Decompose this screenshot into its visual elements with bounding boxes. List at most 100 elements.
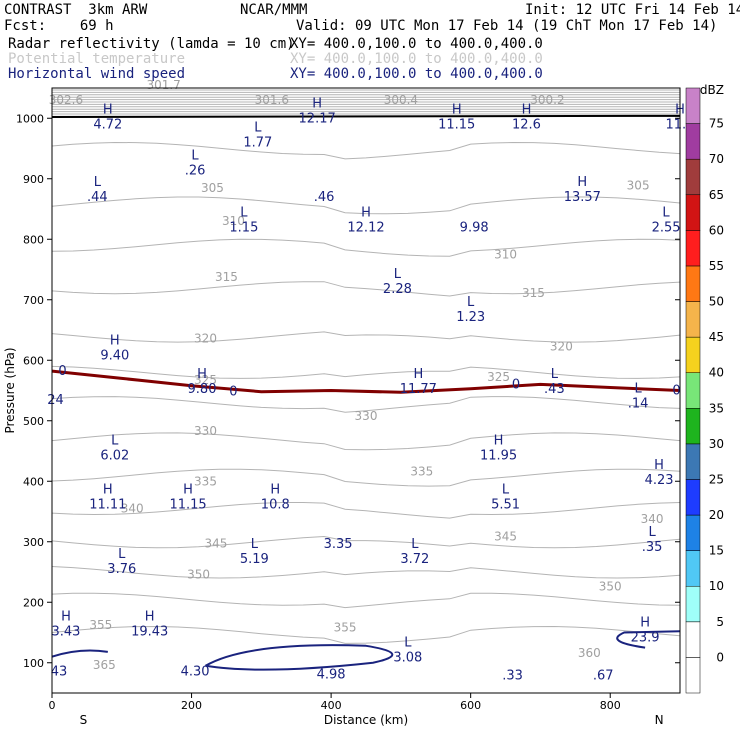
plot-content [52, 89, 680, 671]
valid-time: Valid: 09 UTC Mon 17 Feb 14 (19 ChT Mon … [296, 18, 718, 34]
wind-low-marker-29: L [240, 205, 248, 220]
wind-value-label-20: 11.95 [480, 448, 517, 463]
wind-value-label-21: 24 [47, 393, 64, 408]
center-name: NCAR/MMM [240, 2, 308, 18]
theta-label-25: 301.7 [146, 78, 180, 92]
wind-value-label-27: 1.23 [456, 310, 485, 325]
wind-high-marker-8: H [640, 616, 650, 631]
theta-label-6: 345 [205, 537, 228, 551]
wind-value-label-11: 3.35 [324, 537, 353, 552]
wind-value-label-5: 43 [51, 664, 68, 679]
theta-label-22: 305 [201, 181, 224, 195]
freezing-line-label-3: 0 [672, 384, 680, 399]
wind-high-marker-18: H [654, 458, 664, 473]
y-tick-label-0: 100 [23, 657, 44, 670]
y-tick-label-2: 300 [23, 536, 44, 549]
colorbar-level-4: 20 [709, 508, 724, 522]
field1-xy: XY= 400.0,100.0 to 400.0,400.0 [290, 36, 543, 52]
colorbar-box-15 [685, 87, 701, 124]
theta-contour [52, 141, 680, 160]
colorbar-level-15: 75 [709, 117, 724, 131]
colorbar-level-1: 5 [716, 615, 724, 629]
wind-value-label-33: .44 [87, 190, 108, 205]
freezing-line-label-1: 0 [229, 385, 237, 400]
theta-contour [52, 396, 680, 413]
theta-label-14: 325 [194, 373, 217, 387]
theta-label-7: 345 [494, 529, 517, 543]
x-tick-label-3: 600 [460, 699, 481, 712]
colorbar-level-9: 45 [709, 330, 724, 344]
wind-value-label-18: 4.23 [645, 473, 674, 488]
wind-value-label-22: .14 [628, 396, 649, 411]
wind-high-marker-16: H [270, 482, 280, 497]
wind-value-label-25: .43 [544, 382, 565, 397]
wind-high-marker-7: H [145, 609, 155, 624]
theta-label-1: 360 [578, 646, 601, 660]
wind-high-marker-41: H [522, 102, 532, 117]
colorbar-level-7: 35 [709, 401, 724, 415]
field1-name: Radar reflectivity (lamda = 10 cm) [8, 36, 295, 52]
theta-label-5: 350 [599, 580, 622, 594]
wind-value-label-13: .35 [642, 540, 663, 555]
theta-label-17: 320 [550, 339, 573, 353]
wind-high-marker-20: H [494, 433, 504, 448]
wind-value-label-24: 11.77 [400, 382, 437, 397]
wind-value-label-41: 12.6 [512, 117, 541, 132]
wind-value-label-7: 19.43 [131, 624, 168, 639]
wind-low-marker-10: L [251, 537, 259, 552]
wind-high-marker-15: H [183, 482, 193, 497]
wind-low-marker-27: L [467, 295, 475, 310]
wind-value-label-17: 5.51 [491, 497, 520, 512]
colorbar-box-9 [685, 301, 701, 338]
wind-value-label-40: 11.15 [438, 117, 475, 132]
wind-low-marker-9: L [118, 547, 126, 562]
theta-label-12: 330 [194, 424, 217, 438]
colorbar-box-0 [685, 621, 701, 658]
wind-value-label-28: 2.28 [383, 282, 412, 297]
theta-contour [52, 365, 680, 379]
theta-label-9: 340 [641, 512, 664, 526]
wind-high-marker-40: H [452, 102, 462, 117]
wind-value-label-12: 3.72 [400, 552, 429, 567]
wind-value-label-16: 10.8 [261, 497, 290, 512]
colorbar-box-below-zero [685, 657, 701, 694]
y-tick-label-6: 700 [23, 294, 44, 307]
theta-label-28: 300.2 [530, 93, 564, 107]
wind-low-marker-0: L [404, 635, 412, 650]
wind-value-label-32: 2.55 [652, 220, 681, 235]
theta-contour [52, 238, 680, 257]
wind-low-marker-13: L [648, 525, 656, 540]
wind-value-label-10: 5.19 [240, 552, 269, 567]
theta-contour [52, 535, 680, 549]
wind-low-marker-36: L [191, 148, 199, 163]
theta-label-15: 325 [487, 370, 510, 384]
y-axis-label: Pressure (hPa) [3, 347, 17, 433]
theta-contour [52, 196, 680, 215]
north-end-label: N [655, 713, 664, 727]
theta-label-16: 320 [194, 331, 217, 345]
theta-label-0: 365 [93, 658, 116, 672]
y-tick-label-3: 400 [23, 475, 44, 488]
wind-high-marker-14: H [103, 482, 113, 497]
plot-frame [51, 87, 681, 694]
colorbar-box-10 [685, 265, 701, 302]
wind-low-marker-37: L [254, 121, 262, 136]
theta-contour [52, 502, 680, 519]
wind-value-label-35: 13.57 [564, 190, 601, 205]
y-tick-label-5: 600 [23, 354, 44, 367]
theta-label-21: 310 [494, 247, 517, 261]
colorbar-box-1 [685, 585, 701, 623]
wind-high-marker-23: H [197, 367, 207, 382]
wind-low-marker-32: L [662, 205, 670, 220]
colorbar-box-2 [685, 550, 701, 587]
theta-label-20: 310 [222, 214, 245, 228]
wind-value-label-38: 4.72 [93, 117, 122, 132]
y-tick-label-9: 1000 [16, 112, 44, 125]
wind-value-label-26: 9.40 [100, 349, 129, 364]
theta-label-8: 340 [121, 501, 144, 515]
wind-value-label-37: 1.77 [243, 136, 272, 151]
x-axis-label: Distance (km) [324, 713, 408, 727]
wind-value-label-6: 3.43 [51, 624, 80, 639]
wind-high-marker-39: H [312, 96, 322, 111]
